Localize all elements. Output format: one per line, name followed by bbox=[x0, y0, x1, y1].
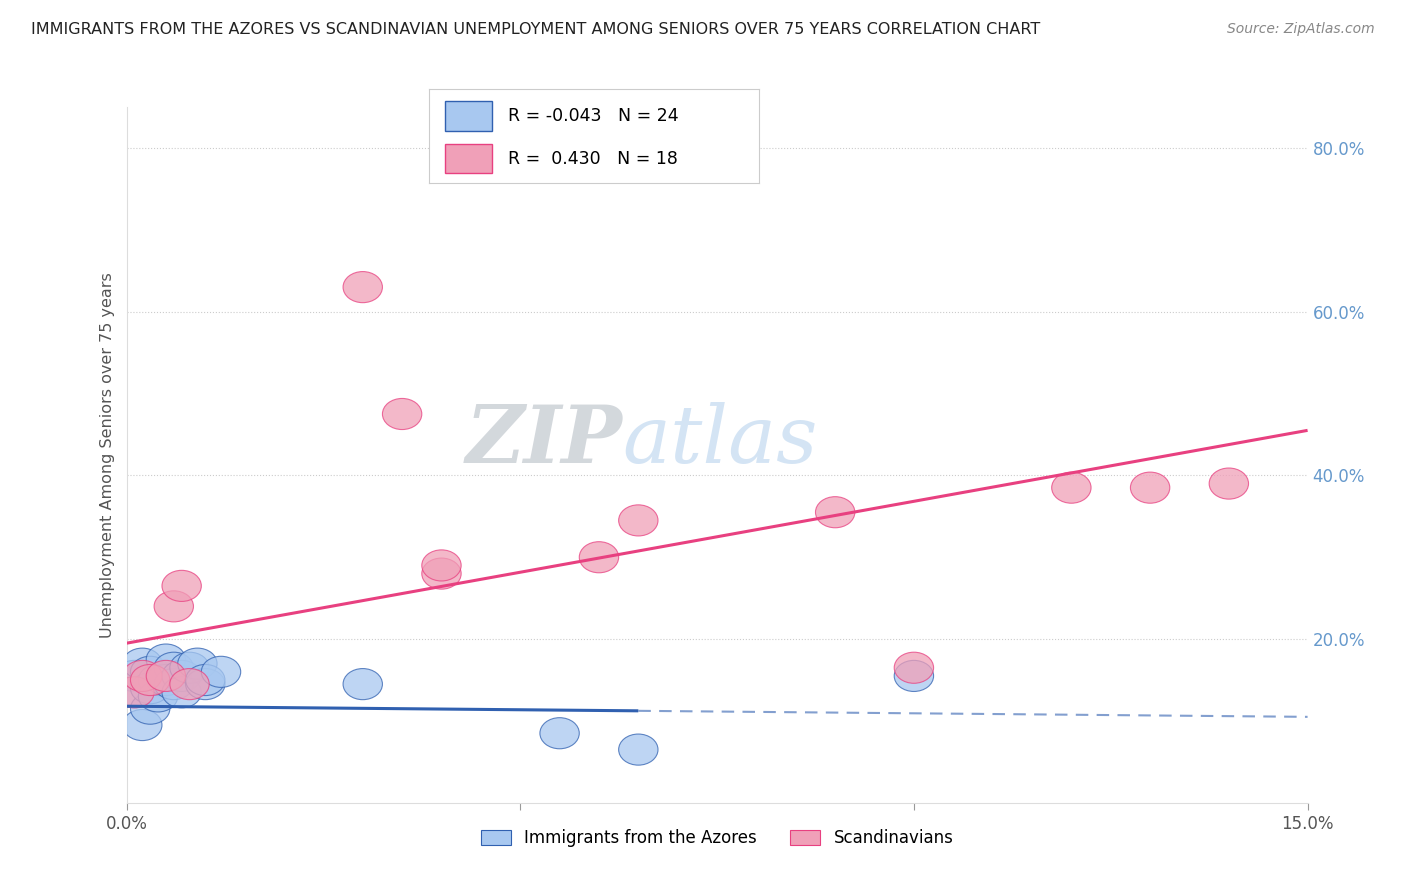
Ellipse shape bbox=[382, 399, 422, 430]
Ellipse shape bbox=[138, 665, 177, 696]
Text: R = -0.043   N = 24: R = -0.043 N = 24 bbox=[508, 107, 679, 126]
Ellipse shape bbox=[422, 558, 461, 589]
Ellipse shape bbox=[201, 657, 240, 688]
Ellipse shape bbox=[177, 648, 217, 679]
Ellipse shape bbox=[131, 665, 170, 696]
Ellipse shape bbox=[122, 660, 162, 691]
Ellipse shape bbox=[155, 591, 194, 622]
FancyBboxPatch shape bbox=[446, 102, 492, 131]
Ellipse shape bbox=[170, 669, 209, 699]
Ellipse shape bbox=[579, 541, 619, 573]
Text: IMMIGRANTS FROM THE AZORES VS SCANDINAVIAN UNEMPLOYMENT AMONG SENIORS OVER 75 YE: IMMIGRANTS FROM THE AZORES VS SCANDINAVI… bbox=[31, 22, 1040, 37]
Ellipse shape bbox=[131, 693, 170, 724]
Ellipse shape bbox=[343, 669, 382, 699]
Ellipse shape bbox=[894, 652, 934, 683]
Ellipse shape bbox=[162, 660, 201, 691]
Legend: Immigrants from the Azores, Scandinavians: Immigrants from the Azores, Scandinavian… bbox=[474, 822, 960, 854]
Ellipse shape bbox=[146, 644, 186, 675]
Ellipse shape bbox=[115, 677, 155, 708]
Ellipse shape bbox=[115, 677, 155, 708]
Ellipse shape bbox=[619, 734, 658, 765]
Ellipse shape bbox=[131, 657, 170, 688]
Ellipse shape bbox=[155, 652, 194, 683]
Ellipse shape bbox=[186, 665, 225, 696]
Ellipse shape bbox=[343, 271, 382, 302]
Ellipse shape bbox=[155, 669, 194, 699]
Ellipse shape bbox=[115, 660, 155, 691]
Ellipse shape bbox=[619, 505, 658, 536]
Ellipse shape bbox=[138, 681, 177, 712]
Ellipse shape bbox=[540, 718, 579, 748]
Ellipse shape bbox=[146, 665, 186, 696]
Ellipse shape bbox=[131, 673, 170, 704]
Ellipse shape bbox=[1130, 472, 1170, 503]
Ellipse shape bbox=[170, 652, 209, 683]
Ellipse shape bbox=[162, 570, 201, 601]
Ellipse shape bbox=[422, 549, 461, 581]
Text: R =  0.430   N = 18: R = 0.430 N = 18 bbox=[508, 150, 678, 168]
Ellipse shape bbox=[122, 709, 162, 740]
Ellipse shape bbox=[122, 648, 162, 679]
Ellipse shape bbox=[186, 669, 225, 699]
Ellipse shape bbox=[1209, 468, 1249, 500]
Text: ZIP: ZIP bbox=[465, 402, 623, 480]
Ellipse shape bbox=[1052, 472, 1091, 503]
Text: Source: ZipAtlas.com: Source: ZipAtlas.com bbox=[1227, 22, 1375, 37]
Ellipse shape bbox=[894, 660, 934, 691]
FancyBboxPatch shape bbox=[446, 144, 492, 173]
Ellipse shape bbox=[146, 660, 186, 691]
Y-axis label: Unemployment Among Seniors over 75 years: Unemployment Among Seniors over 75 years bbox=[100, 272, 115, 638]
Text: atlas: atlas bbox=[623, 402, 818, 480]
Ellipse shape bbox=[815, 497, 855, 528]
Ellipse shape bbox=[162, 677, 201, 708]
